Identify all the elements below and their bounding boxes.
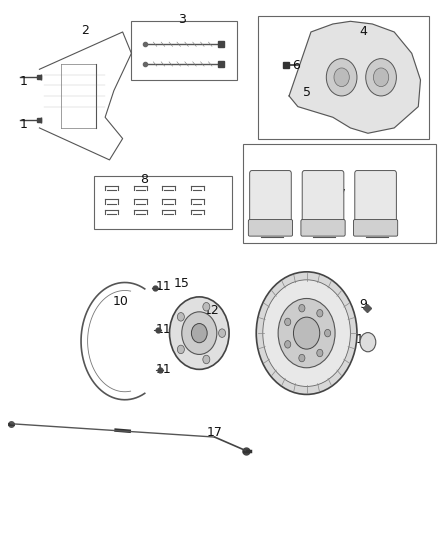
Circle shape [299,354,305,362]
Text: 12: 12 [203,304,219,317]
Text: 4: 4 [360,26,367,38]
FancyBboxPatch shape [248,220,293,236]
Circle shape [203,303,210,311]
Circle shape [177,312,184,321]
Circle shape [317,310,323,317]
FancyBboxPatch shape [353,220,398,236]
Circle shape [285,318,291,326]
Text: 2: 2 [81,25,89,37]
Text: 10: 10 [113,295,128,308]
Circle shape [278,298,335,368]
Bar [131,21,237,80]
Circle shape [203,355,210,364]
Bar [243,144,436,243]
Circle shape [177,345,184,354]
Circle shape [182,312,217,354]
Text: 7: 7 [338,188,346,201]
Text: 13: 13 [281,290,297,303]
Circle shape [373,68,389,86]
Circle shape [325,329,331,337]
Text: 11: 11 [155,363,171,376]
Text: 17: 17 [207,426,223,439]
Circle shape [170,297,229,369]
Circle shape [219,329,226,337]
Circle shape [285,341,291,348]
Text: 11: 11 [155,323,171,336]
Circle shape [293,317,320,349]
FancyBboxPatch shape [302,171,344,227]
Circle shape [317,349,323,357]
Circle shape [191,324,207,343]
Circle shape [360,333,376,352]
Text: 8: 8 [141,173,148,186]
Text: 6: 6 [292,59,300,71]
Text: 3: 3 [178,13,186,26]
Text: 1: 1 [20,118,28,131]
Text: 9: 9 [360,298,367,311]
FancyBboxPatch shape [301,220,345,236]
Circle shape [366,59,396,96]
Text: 15: 15 [174,277,190,290]
FancyBboxPatch shape [355,171,396,227]
Circle shape [299,304,305,312]
Bar [258,16,429,139]
Text: 1: 1 [20,75,28,88]
Circle shape [326,59,357,96]
Bar [94,176,232,229]
FancyBboxPatch shape [250,171,291,227]
Circle shape [256,272,357,394]
Polygon shape [289,21,420,133]
Text: 11: 11 [155,280,171,293]
Circle shape [334,68,350,86]
Text: 5: 5 [303,86,311,99]
Text: 14: 14 [356,333,371,346]
Circle shape [263,280,350,386]
